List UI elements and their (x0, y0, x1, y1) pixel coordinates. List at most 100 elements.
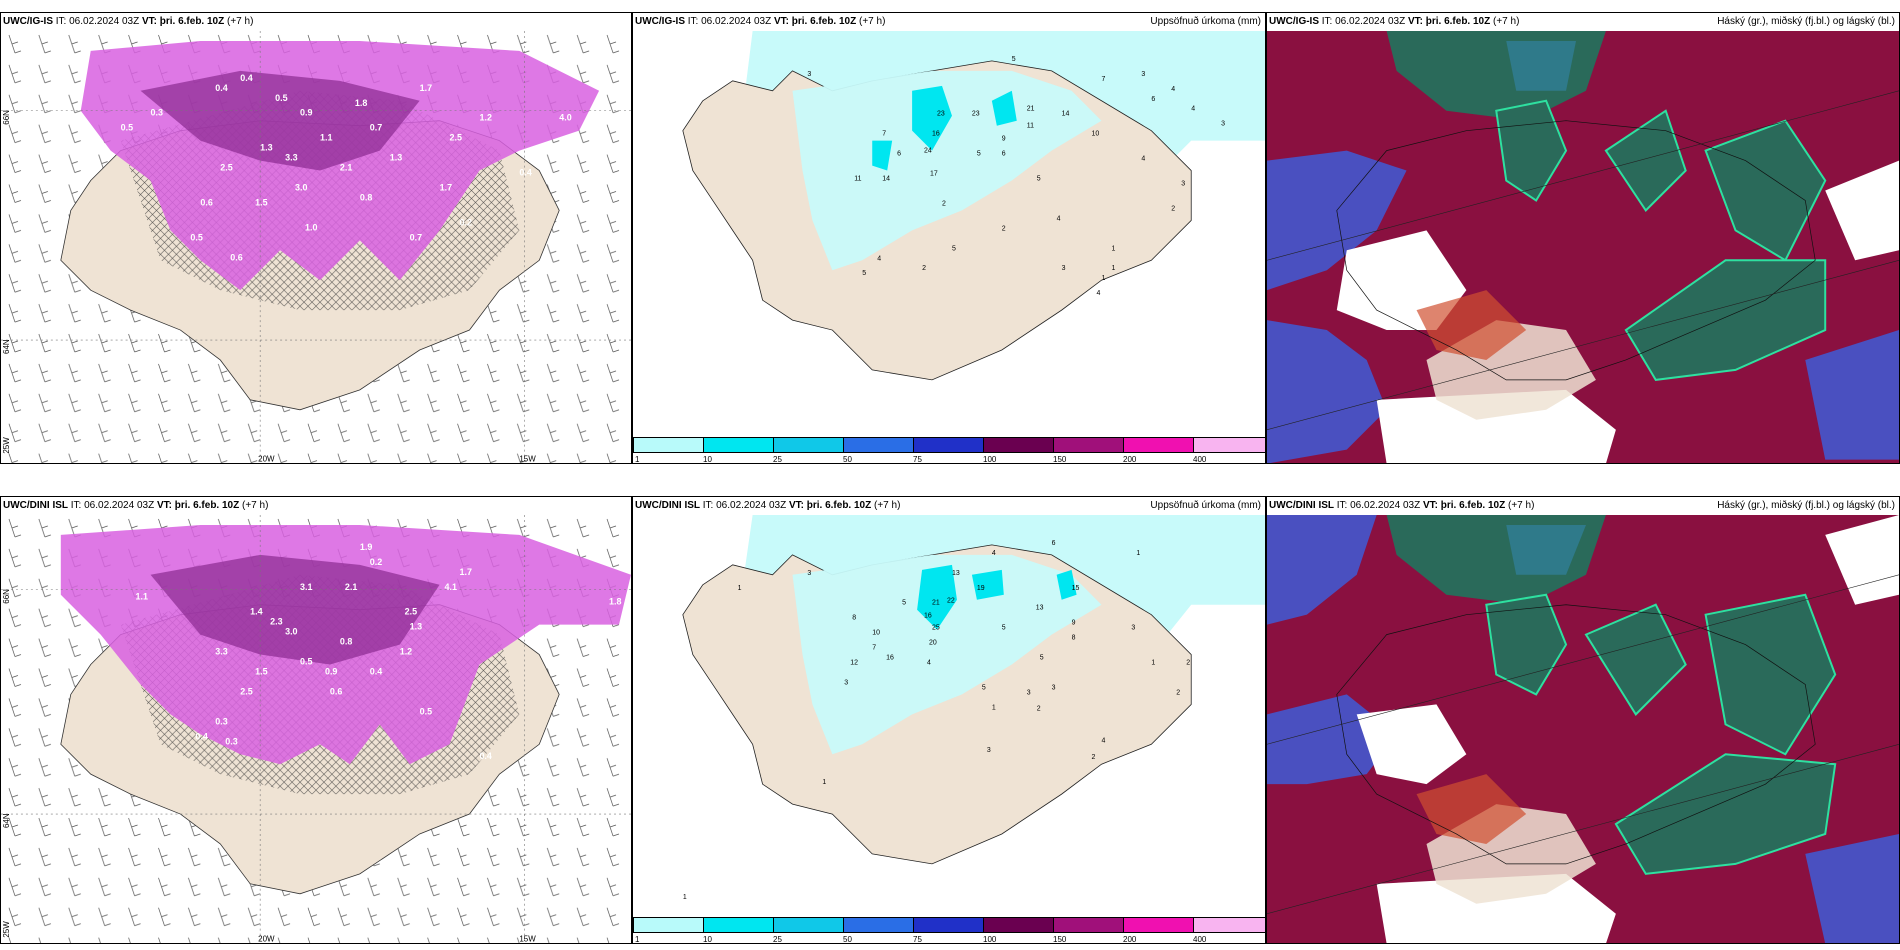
snow-label: 1.2 (479, 113, 491, 123)
cloud-clear (1356, 704, 1467, 785)
snow-label: 4.1 (445, 582, 457, 592)
snow-label: 1.3 (260, 143, 272, 153)
legend-tick: 400 (1193, 455, 1207, 464)
svg-text:2: 2 (942, 200, 946, 207)
precip-title: Uppsöfnuð úrkoma (mm) (1150, 500, 1261, 511)
svg-text:16: 16 (932, 131, 940, 138)
svg-text:4: 4 (1097, 290, 1101, 297)
svg-text:1: 1 (992, 704, 996, 711)
snow-label: 2.5 (405, 607, 417, 617)
svg-text:5: 5 (977, 151, 981, 158)
snow-label: 0.6 (230, 252, 242, 262)
snow-label: 0.2 (460, 217, 472, 227)
snow-label: 2.5 (220, 163, 232, 173)
precip-snow-area (792, 70, 1102, 271)
svg-text:23: 23 (972, 111, 980, 118)
svg-text:2: 2 (1002, 225, 1006, 232)
svg-text:4: 4 (1102, 737, 1106, 744)
svg-text:6: 6 (1151, 96, 1155, 103)
svg-text:8: 8 (1072, 635, 1076, 642)
cloud-map (1267, 31, 1899, 463)
svg-text:2: 2 (1171, 205, 1175, 212)
svg-text:12: 12 (850, 660, 858, 667)
cloud-teal (1506, 524, 1586, 575)
svg-text:11: 11 (854, 176, 861, 183)
iceland-outline (1336, 120, 1816, 381)
svg-text:5: 5 (862, 270, 866, 277)
cloud-clear (1336, 230, 1467, 331)
snow-label: 0.5 (275, 93, 287, 103)
snow-label: 0.3 (215, 716, 227, 726)
svg-text:11: 11 (1027, 123, 1034, 130)
svg-text:3: 3 (1181, 181, 1185, 188)
cloud-high (1614, 753, 1837, 875)
svg-text:20: 20 (929, 640, 937, 647)
svg-text:1: 1 (1111, 245, 1115, 252)
svg-text:21: 21 (932, 600, 940, 607)
legend-swatch (633, 437, 704, 453)
legend-tick: 10 (703, 935, 712, 944)
svg-text:14: 14 (1062, 111, 1070, 118)
snow-label: 1.7 (460, 567, 472, 577)
precip-map: 3 5 1 7 8 10 12 13 21 22 19 15 13 16 20 … (633, 515, 1265, 943)
panel-title: UWC/DINI ISL IT: 06.02.2024 03Z VT: þri.… (1269, 500, 1535, 511)
snow-label: 3.1 (300, 582, 312, 592)
snow-label: 1.7 (420, 83, 432, 93)
svg-text:6: 6 (1052, 540, 1056, 547)
svg-text:5: 5 (1012, 56, 1016, 63)
snow-label: 1.3 (390, 153, 402, 163)
cloud-low (1267, 320, 1387, 463)
legend-tick: 100 (983, 455, 997, 464)
cloud-high (1604, 109, 1687, 212)
svg-text:4: 4 (927, 660, 931, 667)
snow-label: 1.2 (400, 647, 412, 657)
legend-swatch (913, 437, 984, 453)
snow-label: 1.8 (355, 98, 367, 108)
svg-text:3: 3 (1221, 121, 1225, 128)
legend-tick: 75 (913, 935, 922, 944)
svg-text:24: 24 (924, 148, 932, 155)
svg-text:1: 1 (1111, 265, 1115, 272)
svg-text:16: 16 (924, 613, 932, 620)
cloud-clear (1825, 515, 1899, 605)
svg-text:3: 3 (1052, 684, 1056, 691)
svg-text:13: 13 (952, 570, 960, 577)
svg-text:23: 23 (937, 111, 945, 118)
precip-panel-bottom: UWC/DINI ISL IT: 06.02.2024 03Z VT: þri.… (632, 496, 1266, 944)
svg-text:17: 17 (930, 171, 938, 178)
snow-label: 1.7 (440, 182, 452, 192)
legend-swatch (703, 437, 774, 453)
snow-label: 2.1 (345, 582, 357, 592)
cloud-panel-bottom: UWC/DINI ISL IT: 06.02.2024 03Z VT: þri.… (1266, 496, 1900, 944)
snow-map: 0.4 0.5 0.9 1.1 1.3 2.5 3.3 3.0 1.5 2.1 … (1, 31, 631, 464)
lat-label: 66N (2, 110, 11, 125)
legend-tick: 25 (773, 935, 782, 944)
svg-text:5: 5 (982, 684, 986, 691)
snow-label: 4.0 (559, 113, 571, 123)
svg-text:1: 1 (683, 894, 687, 901)
lon-label: 20W (258, 455, 275, 464)
svg-text:4: 4 (1191, 106, 1195, 113)
cloud-teal (1506, 40, 1577, 91)
cloud-map (1267, 515, 1899, 943)
legend-swatch (773, 437, 844, 453)
svg-text:4: 4 (1171, 86, 1175, 93)
svg-text:7: 7 (882, 131, 886, 138)
cloud-mid-red (1416, 774, 1527, 844)
cloud-clear (1376, 873, 1616, 943)
svg-text:1: 1 (738, 585, 742, 592)
legend-swatch (703, 917, 774, 933)
legend-tick: 25 (773, 455, 782, 464)
cloud-high (1704, 119, 1827, 262)
precip-high-area (917, 564, 1077, 630)
cloud-low (1805, 330, 1899, 460)
svg-text:9: 9 (1002, 136, 1006, 143)
snow-label: 3.0 (285, 627, 297, 637)
cloud-title: Hásk‎ý (gr.), miðský (fj.bl.) og lágský … (1717, 16, 1895, 27)
precip-panel-top: UWC/IG-IS IT: 06.02.2024 03Z VT: þri. 6.… (632, 12, 1266, 464)
snow-label: 0.5 (300, 657, 312, 667)
lat-label: 25W (2, 921, 11, 938)
snow-label: 3.3 (215, 647, 227, 657)
legend-tick: 150 (1053, 935, 1067, 944)
svg-text:13: 13 (1036, 605, 1044, 612)
